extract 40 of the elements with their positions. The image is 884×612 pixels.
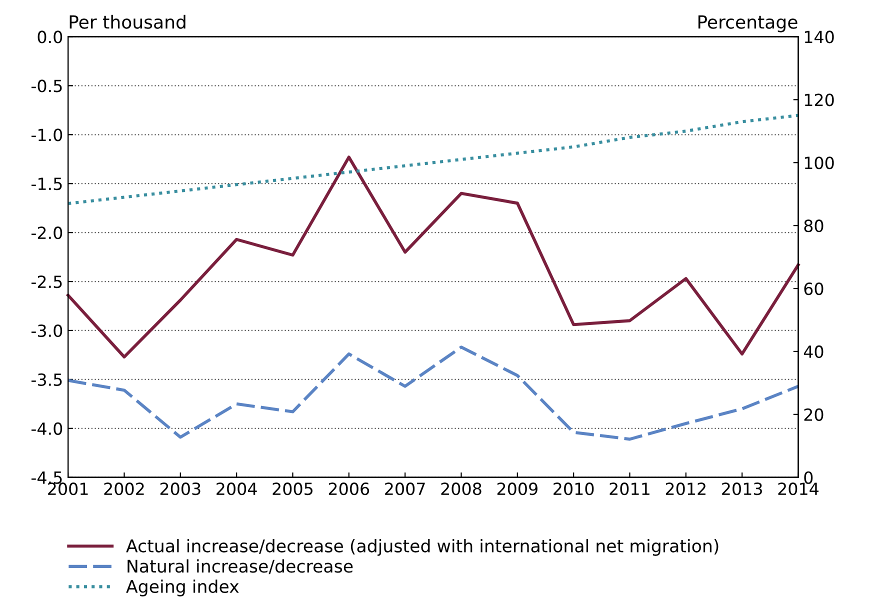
x-tick-label: 2001 [48, 482, 88, 496]
legend-label: Natural increase/decrease [128, 559, 353, 574]
line-series [66, 114, 800, 206]
y-tick-label: -2.0 [32, 226, 62, 240]
legend-label: Actual increase/decrease (adjusted with international net migration) [126, 539, 718, 556]
y-tick-label: -2.5 [32, 275, 62, 288]
y2-tick-label: 20 [804, 408, 824, 421]
y2-tick-label: 80 [804, 220, 824, 232]
x-tick-label: 2010 [554, 482, 594, 496]
x-tick-label: 2014 [778, 482, 819, 496]
x-tick-label: 2005 [272, 482, 312, 496]
y-tick-label: -3.5 [32, 373, 62, 386]
x-tick-label: 2011 [610, 482, 650, 496]
y-axis-title: Per thousand [70, 14, 186, 29]
x-tick-label: 2012 [666, 482, 706, 496]
y-tick-label: -1.0 [32, 128, 62, 142]
y2-axis-title: Percentage [698, 15, 798, 32]
x-tick-label: 2009 [497, 482, 538, 496]
y-tick-label: -3.0 [32, 324, 62, 338]
y-tick-label: -0.5 [32, 80, 62, 92]
x-tick-label: 2004 [216, 482, 257, 496]
x-tick-label: 2008 [441, 482, 482, 496]
y-tick-label: -4.0 [32, 422, 62, 435]
y2-tick-label: 140 [804, 30, 834, 44]
x-tick-label: 2006 [328, 482, 370, 496]
x-tick-label: 2007 [385, 482, 425, 496]
line-series [66, 156, 800, 358]
y2-tick-label: 40 [804, 345, 824, 358]
x-tick-label: 2013 [722, 482, 762, 496]
legend-label: Ageing index [126, 580, 239, 596]
y-tick-label: -4.5 [32, 472, 62, 484]
y2-tick-label: 60 [804, 282, 824, 296]
y2-tick-label: 0 [804, 471, 813, 484]
y-tick-label: 0.0 [38, 30, 62, 44]
line-series [66, 346, 800, 441]
y2-tick-label: 120 [804, 94, 834, 106]
x-tick-label: 2002 [104, 482, 144, 496]
x-tick-label: 2003 [160, 482, 200, 496]
y-tick-label: -1.5 [32, 178, 62, 190]
y2-tick-label: 100 [804, 156, 834, 170]
